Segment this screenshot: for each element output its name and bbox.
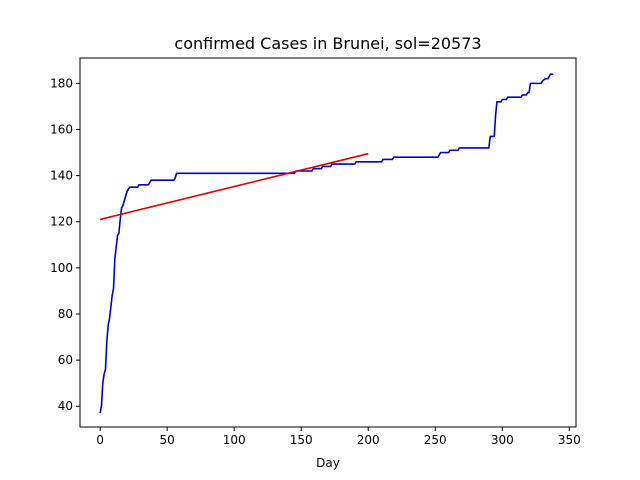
y-tick-label: 40 <box>58 399 73 413</box>
y-tick-label: 80 <box>58 307 73 321</box>
x-tick-label: 150 <box>290 433 313 447</box>
y-tick-label: 180 <box>50 76 73 90</box>
y-tick-label: 160 <box>50 122 73 136</box>
x-tick-label: 0 <box>96 433 104 447</box>
plot-area: 0 50 100 150 200 250 300 350 40 60 80 100 120 140 160 1… <box>50 57 581 447</box>
x-tick-label: 300 <box>491 433 514 447</box>
y-tick-label: 60 <box>58 353 73 367</box>
series-confirmed-line <box>99 73 554 414</box>
x-tick-label: 250 <box>424 433 447 447</box>
x-axis-label: Day <box>316 456 340 470</box>
plot-frame <box>79 57 577 428</box>
chart-title: confirmed Cases in Brunei, sol=20573 <box>174 34 481 53</box>
y-tick-label: 100 <box>50 261 73 275</box>
x-tick-label: 50 <box>159 433 174 447</box>
x-tick-label: 200 <box>357 433 380 447</box>
x-tick-label: 100 <box>223 433 246 447</box>
y-tick-label: 140 <box>50 169 73 183</box>
x-tick-label: 350 <box>558 433 581 447</box>
series-fit-line <box>99 152 369 221</box>
y-tick-label: 120 <box>50 215 73 229</box>
